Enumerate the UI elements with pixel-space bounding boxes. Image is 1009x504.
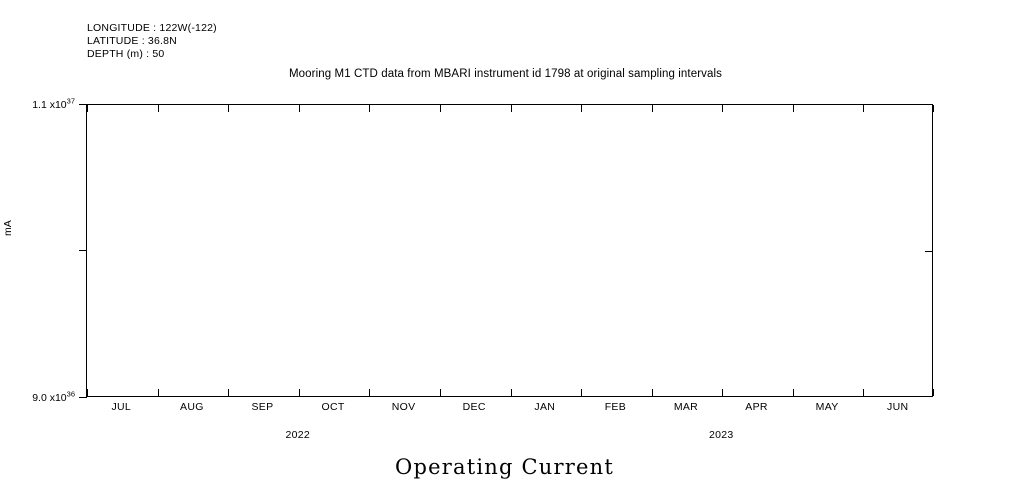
y-axis-label-top-mantissa: 1.1 x10: [32, 99, 67, 111]
x-axis-label-sep: SEP: [251, 401, 274, 413]
figure-caption-text: Operating Current: [395, 455, 614, 479]
x-axis-label-jun: JUN: [887, 401, 909, 413]
x-axis-tick-top: [299, 105, 300, 112]
x-axis-tick-top: [158, 105, 159, 112]
x-axis-label-may: MAY: [815, 401, 839, 413]
y-axis-tick-bottom: [79, 397, 87, 398]
y-axis-label-top: 1.1 x1037: [32, 96, 75, 111]
x-axis-tick-top: [933, 105, 934, 112]
x-axis-tick-bottom: [228, 389, 229, 396]
y-axis-tick-middle: [79, 250, 87, 251]
y-axis-unit-label: mA: [2, 220, 14, 236]
x-axis-tick-bottom: [652, 389, 653, 396]
x-axis-tick-bottom: [581, 389, 582, 396]
y-axis-label-top-exponent: 37: [66, 96, 75, 106]
depth-line: DEPTH (m) : 50: [87, 48, 165, 60]
y-axis-label-bottom: 9.0 x1036: [32, 389, 75, 404]
y-axis-tick-top: [79, 104, 87, 105]
x-axis-tick-bottom: [511, 389, 512, 396]
x-axis-tick-top: [87, 105, 88, 112]
x-axis-label-feb: FEB: [604, 401, 627, 413]
x-axis-tick-top: [581, 105, 582, 112]
x-axis-label-jan: JAN: [534, 401, 556, 413]
plot-area: [86, 104, 934, 397]
x-axis-label-apr: APR: [745, 401, 768, 413]
x-axis-tick-top: [228, 105, 229, 112]
x-axis-tick-top: [511, 105, 512, 112]
x-axis-tick-top: [863, 105, 864, 112]
x-axis-tick-top: [369, 105, 370, 112]
x-axis-tick-bottom: [793, 389, 794, 396]
x-axis-tick-bottom: [440, 389, 441, 396]
plot-title-text: Mooring M1 CTD data from MBARI instrumen…: [288, 68, 723, 80]
y-axis-label-bottom-mantissa: 9.0 x10: [32, 392, 67, 404]
latitude-line: LATITUDE : 36.8N: [87, 35, 177, 47]
metadata-block: LONGITUDE : 122W(-122) LATITUDE : 36.8N …: [87, 22, 217, 61]
figure-caption: Operating Current: [0, 455, 1009, 479]
x-axis-label-nov: NOV: [391, 401, 416, 413]
x-axis-tick-top: [722, 105, 723, 112]
x-axis-label-oct: OCT: [321, 401, 345, 413]
y-axis-right-tick-middle: [925, 251, 932, 252]
x-axis-label-dec: DEC: [462, 401, 486, 413]
x-axis-tick-top: [652, 105, 653, 112]
longitude-line: LONGITUDE : 122W(-122): [87, 22, 217, 34]
x-axis-tick-top: [793, 105, 794, 112]
x-axis-label-jul: JUL: [111, 401, 132, 413]
x-axis-tick-bottom: [933, 389, 934, 396]
x-axis-tick-bottom: [299, 389, 300, 396]
x-axis-tick-bottom: [87, 389, 88, 396]
x-axis-label-mar: MAR: [673, 401, 699, 413]
x-axis-tick-top: [440, 105, 441, 112]
x-axis-tick-bottom: [158, 389, 159, 396]
x-axis-tick-bottom: [863, 389, 864, 396]
y-axis-label-bottom-exponent: 36: [66, 389, 75, 399]
plot-title: Mooring M1 CTD data from MBARI instrumen…: [0, 68, 1009, 80]
x-axis-year-label-2023: 2023: [708, 429, 734, 441]
x-axis-tick-bottom: [369, 389, 370, 396]
x-axis-year-label-2022: 2022: [285, 429, 311, 441]
x-axis-label-aug: AUG: [180, 401, 204, 413]
x-axis-tick-bottom: [722, 389, 723, 396]
